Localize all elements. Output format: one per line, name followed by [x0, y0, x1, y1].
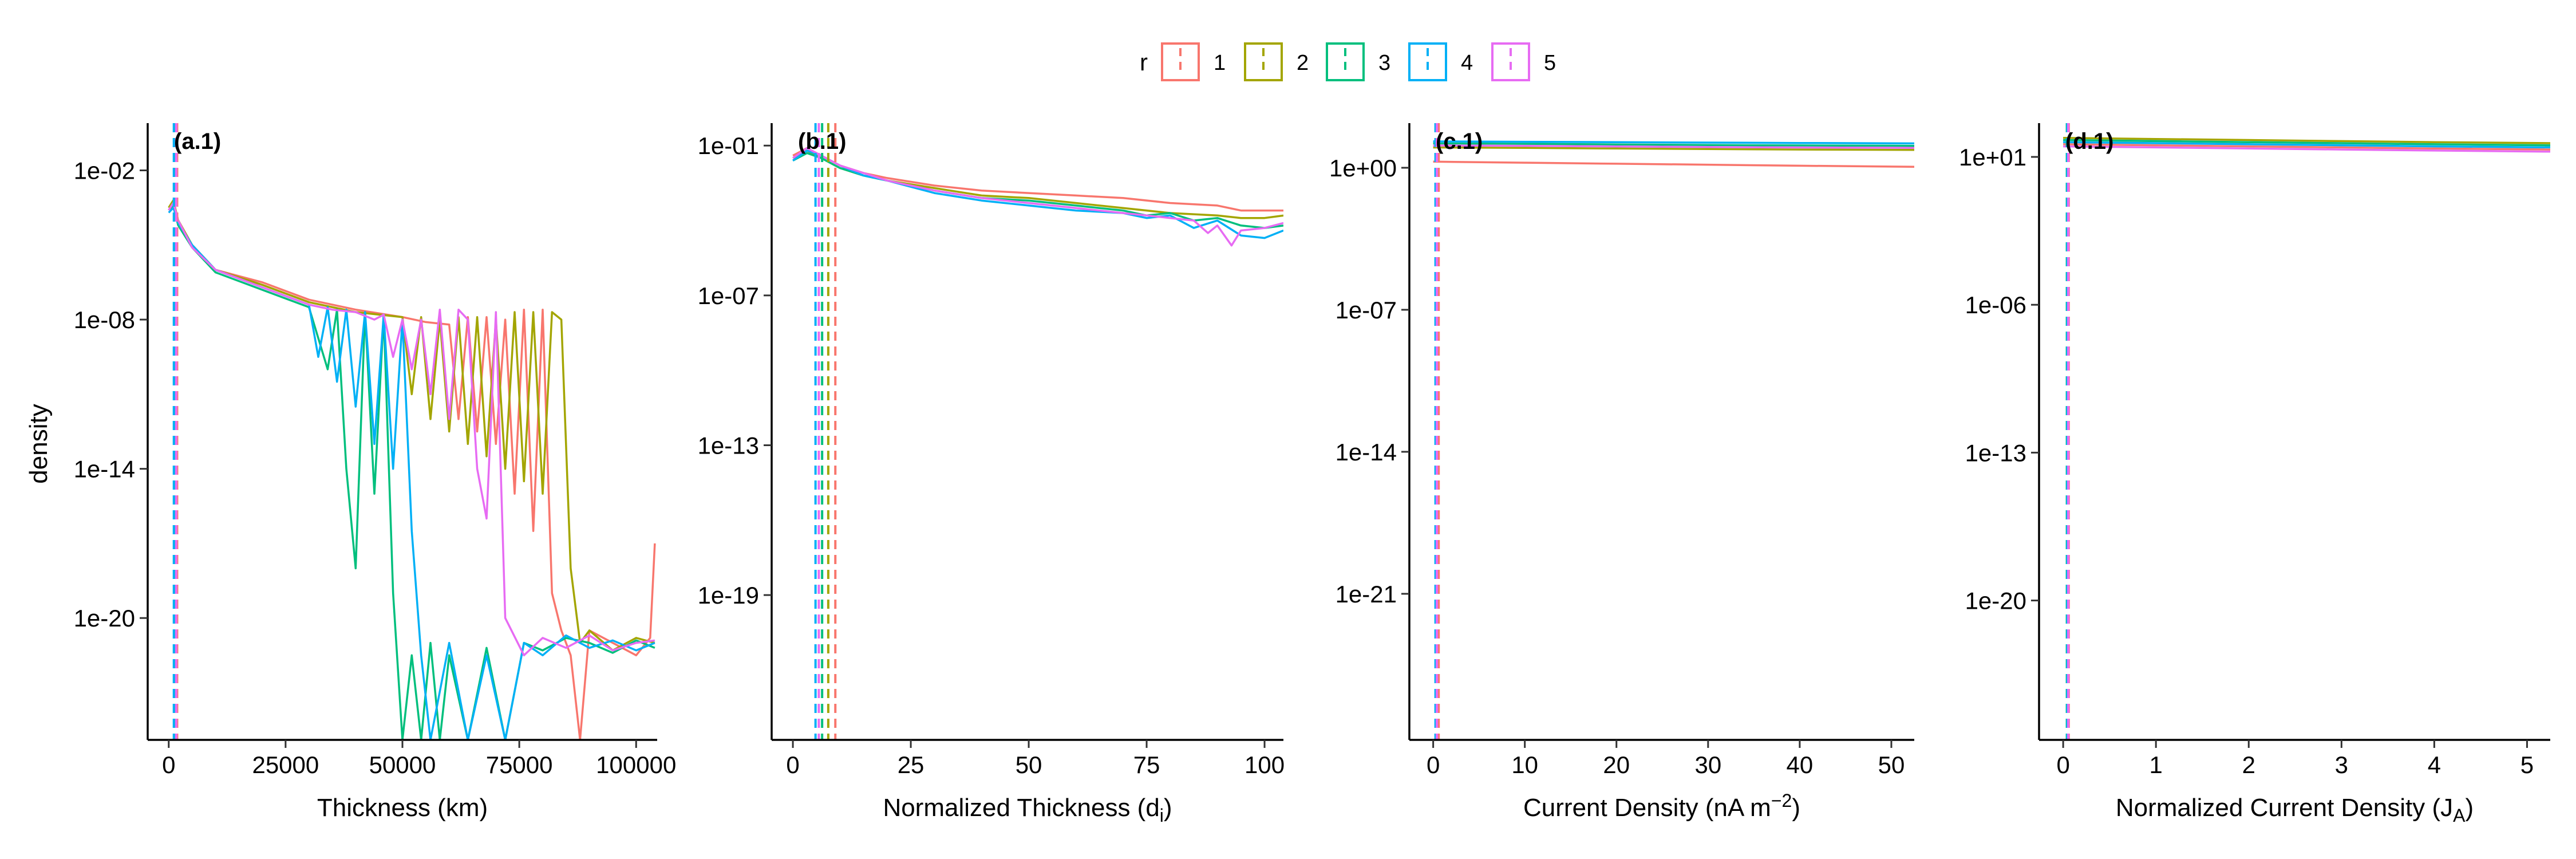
y-tick-label: 1e-20 — [74, 605, 135, 632]
series-line-3 — [1433, 142, 1914, 147]
series-line-2 — [792, 149, 1283, 219]
panel-label: (c.1) — [1436, 129, 1483, 154]
series-line-2 — [2063, 137, 2550, 144]
legend-entry-5: 5 — [1491, 42, 1556, 81]
x-tick-label: 25000 — [252, 751, 319, 778]
y-tick-label: 1e-08 — [74, 306, 135, 333]
series-line-4 — [1433, 140, 1914, 145]
series-line-5 — [2063, 145, 2550, 153]
x-tick-label: 100 — [1244, 751, 1285, 778]
series-line-5 — [792, 147, 1283, 247]
x-tick-label: 25 — [898, 751, 924, 778]
x-axis-title: Normalized Current Density (JA) — [2116, 794, 2474, 826]
x-axis-title: Thickness (km) — [317, 794, 488, 822]
series-line-2 — [168, 199, 655, 652]
panel-label: (d.1) — [2065, 129, 2113, 154]
x-tick-label: 75000 — [486, 751, 553, 778]
legend-label: 2 — [1297, 51, 1309, 75]
legend-entry-3: 3 — [1326, 42, 1390, 81]
x-tick-label: 0 — [162, 751, 175, 778]
y-tick-label: 1e-06 — [1965, 291, 2026, 318]
legend-label: 5 — [1544, 51, 1556, 75]
panel-label: (b.1) — [798, 129, 846, 154]
y-tick-label: 1e+00 — [1329, 155, 1397, 182]
x-tick-label: 20 — [1603, 751, 1630, 778]
y-axis-label: density — [25, 404, 53, 483]
panel-4: 0 1 2 3 4 5 1e+01 1e-06 1e-13 1e-20 (d.1) Normalize… — [1959, 123, 2550, 826]
x-tick-label: 3 — [2335, 751, 2348, 778]
y-tick-label: 1e-14 — [74, 456, 135, 483]
y-tick-label: 1e-01 — [698, 132, 759, 159]
legend-label: 1 — [1214, 51, 1226, 75]
plot-area — [792, 123, 1283, 740]
y-tick-label: 1e+01 — [1959, 144, 2026, 171]
series-line-5 — [1433, 144, 1914, 149]
x-tick-label: 30 — [1694, 751, 1721, 778]
legend-entry-1: 1 — [1161, 42, 1226, 81]
x-tick-label: 100000 — [596, 751, 676, 778]
x-axis-title: Normalized Thickness (di) — [883, 794, 1172, 826]
legend-entry-4: 4 — [1408, 42, 1473, 81]
panel-3: 0 10 20 30 40 50 1e+00 1e-07 1e-14 1e-21 (c.1) Curr… — [1329, 123, 1914, 822]
panel-label: (a.1) — [174, 129, 221, 154]
plot-area — [168, 123, 656, 740]
x-tick-label: 40 — [1787, 751, 1814, 778]
series-line-3 — [792, 152, 1283, 229]
series-line-3 — [168, 204, 655, 740]
x-tick-label: 0 — [2056, 751, 2069, 778]
x-tick-label: 0 — [786, 751, 799, 778]
series-line-3 — [2063, 139, 2550, 147]
x-tick-label: 10 — [1511, 751, 1538, 778]
x-tick-label: 50 — [1016, 751, 1042, 778]
legend-label: 4 — [1461, 51, 1473, 75]
series-line-5 — [168, 202, 655, 657]
series-line-1 — [2063, 143, 2550, 151]
x-tick-label: 4 — [2428, 751, 2441, 778]
y-tick-label: 1e-07 — [698, 282, 759, 309]
y-tick-label: 1e-13 — [1965, 439, 2026, 466]
legend-label: 3 — [1378, 51, 1390, 75]
y-tick-label: 1e-07 — [1336, 297, 1397, 324]
plot-area — [1433, 123, 1914, 740]
y-tick-label: 1e-19 — [698, 582, 759, 609]
x-tick-label: 5 — [2520, 751, 2534, 778]
x-tick-label: 75 — [1133, 751, 1160, 778]
x-tick-label: 50 — [1878, 751, 1905, 778]
panel-2: 0 25 50 75 100 1e-01 1e-07 1e-13 1e-19 (b.1) Norma… — [698, 123, 1285, 826]
legend: r 1 2 3 4 5 — [1140, 42, 1556, 81]
x-axis-title: Current Density (nA m−2) — [1523, 790, 1800, 822]
legend-title: r — [1140, 49, 1148, 76]
y-tick-label: 1e-20 — [1965, 588, 2026, 614]
panel-1: 0 25000 50000 75000 100000 1e-02 1e-08 1e-14 1e-… — [74, 123, 676, 822]
plot-area — [2063, 123, 2550, 740]
series-line-4 — [2063, 141, 2550, 149]
x-tick-label: 2 — [2242, 751, 2255, 778]
y-tick-label: 1e-21 — [1336, 581, 1397, 608]
y-tick-label: 1e-14 — [1336, 439, 1397, 466]
x-tick-label: 1 — [2150, 751, 2163, 778]
y-tick-label: 1e-13 — [698, 432, 759, 459]
x-tick-label: 0 — [1427, 751, 1440, 778]
legend-entry-2: 2 — [1244, 42, 1309, 81]
series-line-2 — [1433, 146, 1914, 151]
x-tick-label: 50000 — [369, 751, 436, 778]
y-tick-label: 1e-02 — [74, 157, 135, 184]
series-line-1 — [1433, 160, 1914, 168]
